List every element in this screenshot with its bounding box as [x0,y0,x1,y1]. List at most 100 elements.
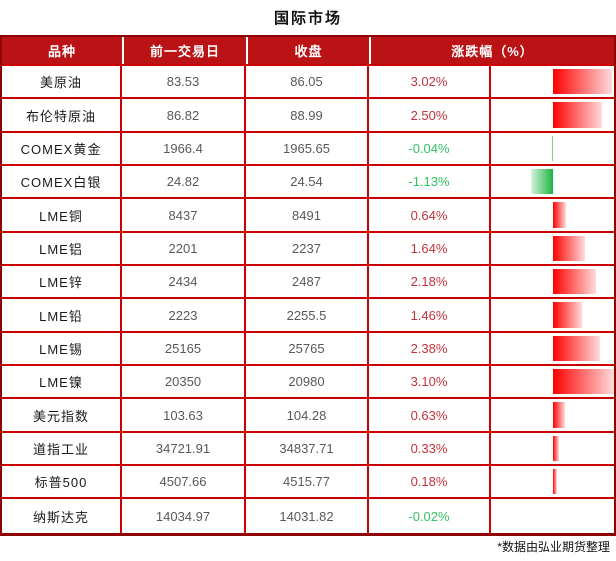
variety-cell: LME锌 [2,266,122,298]
table-row: LME铅 2223 2255.5 1.46% [2,299,614,333]
bar-cell [491,499,614,532]
col-header-variety: 品种 [47,44,76,59]
bar-cell [491,333,614,364]
change-cell: -1.13% [369,166,491,198]
bar-cell [491,99,614,130]
variety-cell: COMEX黄金 [2,132,122,165]
international-market-table: 品种 前一交易日 收盘 涨跌幅（%） 美原油 83.53 86.05 3.02%… [0,35,616,536]
change-cell: 1.64% [369,232,491,265]
close-cell: 14031.82 [246,499,369,533]
prev-cell: 8437 [122,199,246,231]
col-header-change-percent: 涨跌幅（%） [369,37,614,64]
bar-cell [491,433,614,464]
close-cell: 24.54 [246,166,369,198]
table-row: LME锡 25165 25765 2.38% [2,332,614,367]
table-row: 标普500 4507.66 4515.77 0.18% [2,466,614,500]
prev-cell: 2201 [122,232,246,265]
change-cell: -0.04% [369,132,491,165]
close-cell: 2487 [246,266,369,298]
prev-cell: 24.82 [122,166,246,198]
change-up-bar [552,469,557,495]
close-cell: 25765 [246,332,369,365]
prev-cell: 86.82 [122,99,246,131]
close-cell: 2237 [246,232,369,265]
change-cell: 1.46% [369,299,491,331]
table-row: LME镍 20350 20980 3.10% [2,366,614,400]
change-up-bar [552,69,612,95]
close-cell: 2255.5 [246,299,369,331]
variety-cell: LME镍 [2,366,122,398]
bar-cell [491,199,614,230]
bar-cell [491,66,614,97]
table-body: 美原油 83.53 86.05 3.02% 布伦特原油 86.82 88.99 … [2,64,614,533]
change-up-bar [552,269,596,295]
bar-cell [491,299,614,330]
change-up-bar [552,335,600,362]
variety-cell: LME锡 [2,332,122,365]
prev-cell: 2223 [122,299,246,331]
table-row: COMEX黄金 1966.4 1965.65 -0.04% [2,132,614,167]
change-up-bar [552,235,585,262]
variety-cell: 美元指数 [2,399,122,431]
table-header-row: 品种 前一交易日 收盘 涨跌幅（%） [2,37,614,64]
variety-cell: 纳斯达克 [2,499,122,533]
prev-cell: 34721.91 [122,432,246,465]
variety-cell: 标普500 [2,466,122,498]
variety-cell: 布伦特原油 [2,99,122,131]
prev-cell: 2434 [122,266,246,298]
bar-cell [491,466,614,497]
bar-cell [491,366,614,397]
bar-cell [491,133,614,164]
variety-cell: LME铜 [2,199,122,231]
change-cell: 2.38% [369,332,491,365]
prev-cell: 103.63 [122,399,246,431]
close-cell: 104.28 [246,399,369,431]
close-cell: 1965.65 [246,132,369,165]
close-cell: 86.05 [246,66,369,98]
change-up-bar [552,369,614,395]
col-header-close: 收盘 [246,37,369,64]
change-cell: 2.50% [369,99,491,131]
table-row: 美原油 83.53 86.05 3.02% [2,66,614,100]
table-row: 美元指数 103.63 104.28 0.63% [2,399,614,433]
change-cell: 0.64% [369,199,491,231]
change-cell: 3.10% [369,366,491,398]
page-title: 国际市场 [273,10,342,27]
variety-cell: 美原油 [2,66,122,98]
change-cell: 0.18% [369,466,491,498]
footnote: *数据由弘业期货整理 [497,540,610,554]
bar-cell [491,399,614,430]
change-cell: 0.63% [369,399,491,431]
table-row: LME锌 2434 2487 2.18% [2,266,614,300]
table-row: COMEX白银 24.82 24.54 -1.13% [2,166,614,200]
variety-cell: LME铅 [2,299,122,331]
variety-cell: COMEX白银 [2,166,122,198]
prev-cell: 14034.97 [122,499,246,533]
close-cell: 34837.71 [246,432,369,465]
change-cell: 0.33% [369,432,491,465]
change-up-bar [552,435,559,462]
close-cell: 20980 [246,366,369,398]
close-cell: 88.99 [246,99,369,131]
bar-cell [491,266,614,297]
change-cell: 3.02% [369,66,491,98]
variety-cell: 道指工业 [2,432,122,465]
bar-cell [491,233,614,264]
change-up-bar [552,102,602,128]
change-up-bar [552,202,566,228]
prev-cell: 20350 [122,366,246,398]
change-up-bar [552,302,582,328]
prev-cell: 83.53 [122,66,246,98]
table-row: 道指工业 34721.91 34837.71 0.33% [2,432,614,467]
table-row: LME铝 2201 2237 1.64% [2,232,614,267]
change-cell: -0.02% [369,499,491,533]
change-down-bar [530,169,553,195]
variety-cell: LME铝 [2,232,122,265]
prev-cell: 1966.4 [122,132,246,165]
bar-cell [491,166,614,197]
table-row: LME铜 8437 8491 0.64% [2,199,614,233]
prev-cell: 25165 [122,332,246,365]
change-down-bar [551,135,553,162]
table-row: 布伦特原油 86.82 88.99 2.50% [2,99,614,133]
close-cell: 4515.77 [246,466,369,498]
